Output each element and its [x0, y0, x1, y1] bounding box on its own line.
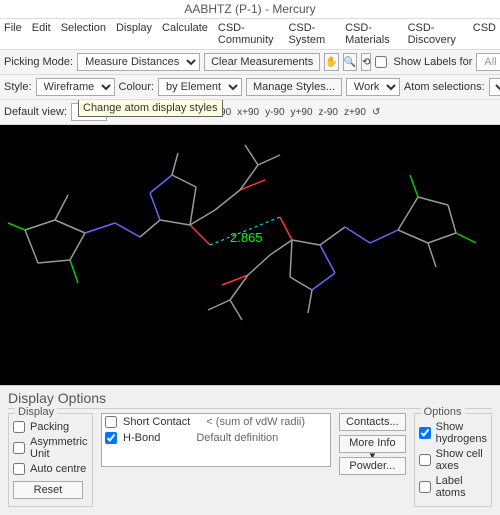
powder-button[interactable]: Powder... [339, 457, 406, 475]
window-title: AABHTZ (P-1) - Mercury [0, 0, 500, 19]
rotate-icon[interactable]: ⟲ [361, 53, 371, 71]
labels-for-select[interactable]: All atoms [476, 53, 500, 71]
panel-title: Display Options [8, 390, 492, 409]
style-select[interactable]: Wireframe [36, 78, 115, 96]
short-contact-row[interactable]: Short Contact < (sum of vdW radii) [102, 414, 330, 430]
contacts-buttons: Contacts... More Info ▾ Powder... [339, 413, 406, 507]
menu-csd-community[interactable]: CSD-Community [218, 22, 279, 46]
packing-checkbox[interactable] [13, 421, 25, 433]
colour-label: Colour: [119, 81, 154, 93]
view-↺[interactable]: ↺ [369, 107, 383, 118]
show-hydrogens-label: Show hydrogens [436, 421, 487, 445]
menu-csd[interactable]: CSD [473, 22, 496, 46]
default-view-label: Default view: [4, 106, 67, 118]
menu-edit[interactable]: Edit [32, 22, 51, 46]
menubar: File Edit Selection Display Calculate CSD-Com… [0, 19, 500, 50]
view-z-90[interactable]: z-90 [316, 107, 341, 118]
options-group-title: Options [421, 406, 465, 418]
zoom-icon[interactable]: 🔍 [343, 53, 357, 71]
contacts-button[interactable]: Contacts... [339, 413, 406, 431]
contacts-group: Short Contact < (sum of vdW radii) H-Bond… [101, 413, 331, 507]
short-contact-label: Short Contact [123, 416, 190, 428]
colour-select[interactable]: by Element [158, 78, 242, 96]
picking-label: Picking Mode: [4, 56, 73, 68]
style-label: Style: [4, 81, 32, 93]
asymmetric-checkbox[interactable] [13, 442, 25, 454]
view-x+90[interactable]: x+90 [234, 107, 262, 118]
asymmetric-label: Asymmetric Unit [30, 436, 88, 460]
picking-mode-select[interactable]: Measure Distances [77, 53, 200, 71]
view-y+90[interactable]: y+90 [288, 107, 316, 118]
auto-centre-checkbox[interactable] [13, 463, 25, 475]
hbond-checkbox[interactable] [105, 432, 117, 444]
toolbar-picking: Picking Mode: Measure Distances Clear Me… [0, 50, 500, 75]
display-group: Display Packing Asymmetric Unit Auto cen… [8, 413, 93, 507]
show-hydrogens-checkbox[interactable] [419, 427, 431, 439]
label-atoms-label: Label atoms [436, 475, 487, 499]
work-select[interactable]: Work [346, 78, 400, 96]
short-contact-checkbox[interactable] [105, 416, 117, 428]
toolbar-view: Default view: b x⁻x⁺y⁻y⁺z⁻z⁺x-90x+90y-90… [0, 100, 500, 125]
menu-csd-discovery[interactable]: CSD-Discovery [408, 22, 463, 46]
menu-csd-system[interactable]: CSD-System [288, 22, 335, 46]
molecule-viewport[interactable]: 2.865 [0, 125, 500, 385]
menu-file[interactable]: File [4, 22, 22, 46]
hbond-row[interactable]: H-Bond Default definition [102, 430, 330, 446]
toolbar-style: Style: Wireframe Colour: by Element Mana… [0, 75, 500, 100]
clear-measurements-button[interactable]: Clear Measurements [204, 53, 320, 71]
more-info-button[interactable]: More Info ▾ [339, 435, 406, 453]
atom-selections-label: Atom selections: [404, 81, 485, 93]
measurement-label: 2.865 [230, 230, 263, 245]
menu-calculate[interactable]: Calculate [162, 22, 208, 46]
short-contact-def: < (sum of vdW radii) [206, 416, 305, 428]
view-z+90[interactable]: z+90 [341, 107, 369, 118]
options-group: Options Show hydrogens Show cell axes La… [414, 413, 492, 507]
menu-csd-materials[interactable]: CSD-Materials [345, 22, 397, 46]
show-labels-checkbox[interactable] [375, 56, 387, 68]
show-cell-axes-checkbox[interactable] [419, 454, 431, 466]
atom-selections-select[interactable] [489, 78, 500, 96]
auto-centre-label: Auto centre [30, 463, 86, 475]
menu-display[interactable]: Display [116, 22, 152, 46]
hbond-label: H-Bond [123, 432, 160, 444]
manage-styles-button[interactable]: Manage Styles... [246, 78, 342, 96]
label-atoms-checkbox[interactable] [419, 481, 431, 493]
display-group-title: Display [15, 406, 57, 418]
contacts-listbox[interactable]: Short Contact < (sum of vdW radii) H-Bond… [101, 413, 331, 467]
molecule-render [0, 125, 500, 385]
view-y-90[interactable]: y-90 [262, 107, 287, 118]
show-cell-axes-label: Show cell axes [436, 448, 487, 472]
show-labels-label: Show Labels for [393, 56, 472, 68]
style-tooltip: Change atom display styles [78, 100, 223, 117]
hand-icon[interactable]: ✋ [324, 53, 338, 71]
reset-button[interactable]: Reset [13, 481, 83, 499]
menu-selection[interactable]: Selection [61, 22, 106, 46]
packing-label: Packing [30, 421, 69, 433]
display-options-panel: Display Options Display Packing Asymmetr… [0, 385, 500, 515]
hbond-def: Default definition [196, 432, 278, 444]
